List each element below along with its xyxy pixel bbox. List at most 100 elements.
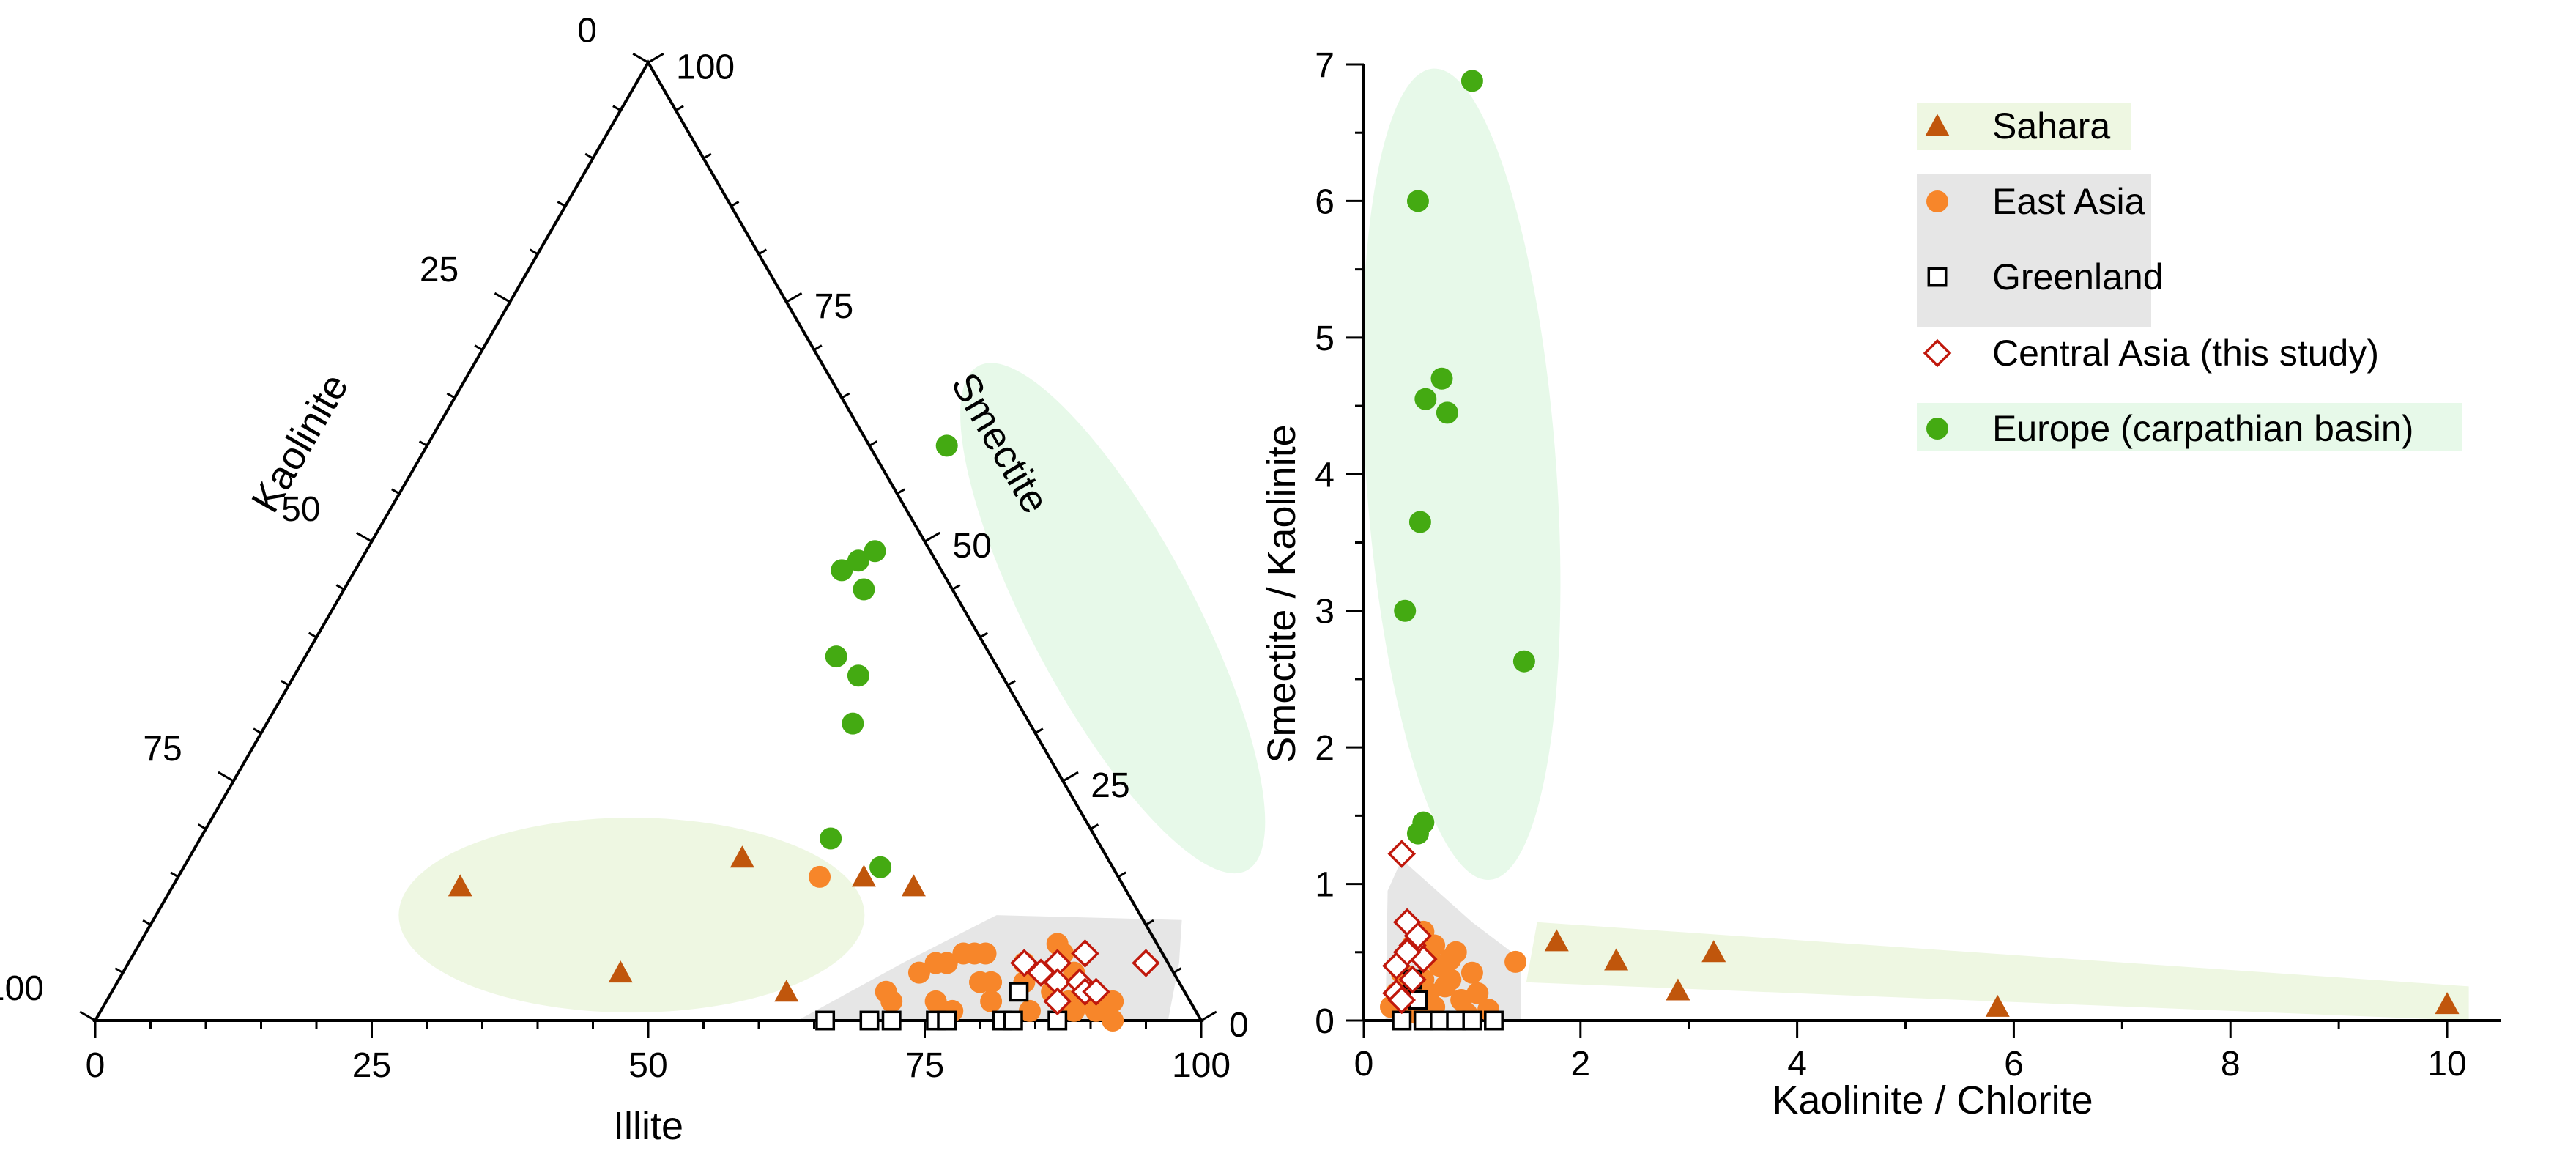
legend-label-central-asia-this-study: Central Asia (this study) [1992, 333, 2379, 374]
europe-carpathian-basin-scatter-point [1394, 599, 1417, 622]
east-asia-ternary-point [924, 990, 947, 1012]
legend-marker-greenland [1927, 267, 1948, 287]
smectite-minor-tick [897, 488, 905, 495]
east-asia-ternary-point [980, 971, 1003, 993]
europe-carpathian-basin-ternary-point [853, 578, 875, 601]
y-tick-label: 2 [1315, 729, 1335, 768]
sahara-ternary-point [608, 960, 633, 983]
y-tick-label: 1 [1315, 866, 1335, 905]
legend-marker-central-asia-this-study [1923, 338, 1952, 368]
east-asia-scatter-point [1439, 969, 1462, 991]
greenland-ternary-point [815, 1010, 836, 1031]
smectite-minor-tick [730, 201, 740, 207]
greenland-scatter-point [1392, 1010, 1412, 1031]
x-axis-title: Kaolinite / Chlorite [1772, 1078, 2093, 1122]
kaolinite-tick-label: 0 [577, 11, 597, 50]
sahara-scatter-point [1666, 978, 1690, 1001]
illite-tick-label: 25 [352, 1046, 391, 1085]
kaolinite-minor-tick [557, 201, 566, 207]
y-tick-label: 6 [1315, 182, 1335, 221]
scatter-points [1379, 70, 2460, 1031]
legend-europe-background [1917, 403, 2462, 451]
central-asia-this-study-ternary-point [1132, 949, 1160, 977]
greenland-scatter-point [1484, 1010, 1504, 1031]
smectite-tick-label: 100 [676, 48, 735, 86]
central-asia-this-study-scatter-point [1398, 965, 1427, 994]
y-tick-label: 4 [1315, 456, 1335, 495]
kaolinite-minor-tick [142, 919, 152, 926]
europe-carpathian-basin-scatter-point [1412, 811, 1435, 834]
sahara-ternary-point [730, 845, 754, 868]
sahara-scatter-point [1701, 940, 1726, 963]
illite-tick-label: 50 [628, 1046, 667, 1085]
sahara-region [398, 818, 865, 1013]
greenland-ternary-point [859, 1010, 880, 1031]
east-asia-ternary-point [1102, 1010, 1124, 1032]
europe-region [1362, 68, 1561, 881]
greenland-scatter-point [1446, 1010, 1466, 1031]
europe-carpathian-basin-scatter-point [1408, 511, 1431, 533]
sahara-scatter-point [2435, 992, 2460, 1015]
kaolinite-minor-tick [584, 152, 594, 160]
greenland-ternary-point [1009, 982, 1029, 1002]
x-tick-label: 8 [2221, 1045, 2241, 1084]
kaolinite-major-tick [494, 292, 511, 303]
smectite-major-tick [1200, 1010, 1217, 1022]
east-asia-ternary-point [1018, 999, 1041, 1022]
smectite-minor-tick [951, 584, 961, 590]
europe-carpathian-basin-ternary-point [935, 434, 958, 457]
smectite-minor-tick [1007, 680, 1016, 686]
east-asia-ternary-point [1063, 999, 1085, 1022]
sahara-ternary-point [448, 874, 472, 897]
sahara-ternary-point [901, 874, 926, 897]
greenland-ternary-point [937, 1010, 957, 1031]
smectite-minor-tick [1090, 823, 1099, 830]
kaolinite-major-tick [355, 531, 373, 543]
europe-carpathian-basin-ternary-point [831, 559, 853, 582]
smectite-major-tick [924, 531, 941, 543]
kaolinite-major-tick [79, 1010, 96, 1022]
greenland-scatter-point [1413, 1010, 1433, 1031]
legend-marker-east-asia [1926, 190, 1948, 212]
europe-carpathian-basin-ternary-point [820, 827, 842, 850]
smectite-minor-tick [979, 632, 989, 639]
europe-carpathian-basin-ternary-point [847, 664, 869, 687]
smectite-minor-tick [1173, 967, 1182, 974]
sahara-ternary-point [851, 864, 876, 887]
kaolinite-minor-tick [335, 584, 345, 590]
sahara-scatter-point [1544, 929, 1569, 952]
europe-carpathian-basin-ternary-point [869, 856, 892, 878]
legend-label-sahara: Sahara [1992, 105, 2110, 147]
central-asia-this-study-scatter-point [1403, 922, 1433, 950]
scatter-group-regions [1362, 68, 2469, 1021]
smectite-major-tick [786, 292, 803, 303]
sahara-region [1526, 922, 2469, 1021]
smectite-minor-tick [869, 440, 878, 447]
scatter-plot: 0 2 4 6 8 10 0 1 2 3 4 5 6 7 Kaolinite / Chlorite Smect… [1260, 46, 2501, 1122]
kaolinite-tick-label: 50 [281, 490, 320, 529]
east-asia-ternary-point [880, 990, 903, 1012]
illite-tick-label: 100 [1172, 1046, 1231, 1085]
x-tick-label: 0 [1354, 1045, 1374, 1084]
east-asia-scatter-point [1444, 941, 1467, 963]
x-tick-label: 2 [1570, 1045, 1590, 1084]
east-asia-ternary-point [809, 865, 831, 888]
europe-carpathian-basin-scatter-point [1436, 401, 1458, 424]
east-asia-scatter-point [1460, 961, 1483, 984]
smectite-minor-tick [675, 105, 684, 111]
legend-label-europe-carpathian-basin: Europe (carpathian basin) [1992, 408, 2413, 449]
smectite-minor-tick [841, 392, 850, 399]
europe-carpathian-basin-scatter-point [1460, 70, 1483, 92]
kaolinite-minor-tick [446, 392, 456, 399]
central-asia-this-study-ternary-point [1043, 987, 1072, 1016]
kaolinite-tick-label: 75 [143, 730, 182, 769]
smectite-minor-tick [1034, 727, 1044, 734]
europe-carpathian-basin-ternary-point [864, 540, 886, 563]
illite-tick-label: 75 [905, 1046, 944, 1085]
europe-carpathian-basin-scatter-point [1414, 388, 1437, 410]
east-asia-ternary-point [907, 961, 930, 984]
kaolinite-minor-tick [114, 967, 124, 974]
x-tick-label: 10 [2427, 1045, 2466, 1084]
y-tick-label: 5 [1315, 319, 1335, 358]
